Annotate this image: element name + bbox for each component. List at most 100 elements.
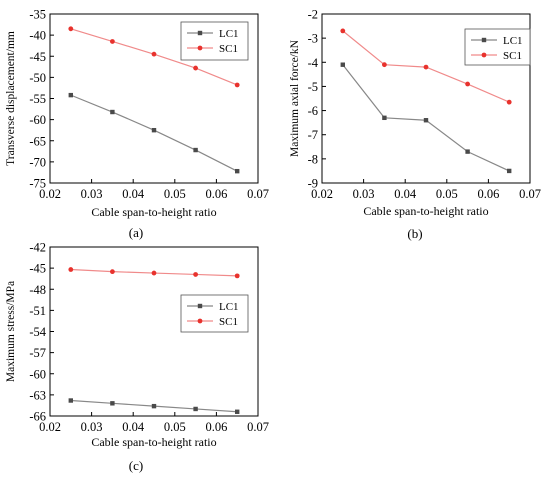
data-point-sc1 [68,26,74,32]
data-point-sc1 [234,82,240,88]
data-point-lc1 [382,115,387,121]
x-tick-label: 0.07 [247,187,269,201]
data-point-lc1 [423,118,429,123]
y-tick-label: -63 [29,388,46,402]
data-point-lc1 [235,409,240,414]
y-axis-label: Maximum axial force/kN [289,39,301,157]
data-point-lc1 [507,168,512,174]
legend-label-lc1: LC1 [219,28,239,40]
y-tick-label: -5 [308,80,318,94]
y-tick-label: -45 [29,50,46,64]
data-point-lc1 [68,92,73,98]
data-point-sc1 [110,269,115,275]
y-tick-label: -42 [29,241,46,255]
legend-label-sc1: SC1 [219,43,238,55]
x-axis-label: Cable span-to-height ratio [91,205,216,219]
panel-caption: (b) [407,226,422,241]
x-tick-label: 0.06 [205,187,227,201]
x-tick-label: 0.03 [353,187,375,201]
y-axis-label: Transverse displacement/mm [5,31,17,166]
plot-frame [321,13,531,184]
data-point-sc1 [68,267,74,272]
x-tick-label: 0.03 [81,187,103,201]
data-point-sc1 [193,65,199,71]
y-axis-label: Maximum stress/MPa [5,281,17,382]
chart-panel-c: 0.02 0.03 0.04 0.05 0.06 0.07 -42 -45 -48 -51 -54 -… [5,241,269,474]
y-tick-label: -60 [29,367,46,381]
y-tick-label: -60 [29,113,46,127]
legend-marker-lc1 [197,303,203,309]
legend-marker-sc1 [197,318,203,324]
x-tick-label: 0.07 [247,420,269,434]
x-tick-label: 0.02 [39,187,61,201]
chart-panel-b: 0.02 0.03 0.04 0.05 0.06 0.07 -2 -3 -4 -5 -6 -7 -8 -9… [289,8,541,242]
data-point-sc1 [151,270,157,276]
data-point-sc1 [110,39,115,44]
legend-marker-sc1 [197,45,203,51]
y-tick-label: -4 [308,56,319,70]
data-point-lc1 [151,403,157,409]
panel-caption: (a) [129,225,143,240]
legend-label-sc1: SC1 [219,316,238,328]
x-tick-label: 0.06 [477,187,499,201]
data-point-sc1 [506,99,512,105]
data-point-lc1 [110,109,115,115]
data-point-sc1 [423,64,429,70]
y-tick-label: -54 [29,325,46,339]
series-line-lc1 [70,94,238,172]
series-line-lc1 [342,64,510,172]
y-tick-label: -57 [29,346,46,360]
legend-box [180,21,249,61]
data-point-sc1 [193,272,199,277]
y-tick-label: -70 [29,155,46,169]
y-tick-label: -8 [308,152,318,166]
chart-panel-a: 0.02 0.03 0.04 0.05 0.06 0.07 -35 -40 -45 -50 -55 -… [5,8,269,241]
y-tick-label: -7 [308,128,318,142]
data-point-lc1 [193,147,198,153]
data-point-lc1 [235,168,240,174]
y-tick-label: -51 [29,304,46,318]
x-tick-label: 0.05 [164,420,186,434]
y-tick-label: -6 [308,104,318,118]
x-tick-label: 0.07 [519,187,541,201]
data-point-lc1 [340,62,345,67]
y-tick-label: -45 [29,262,46,276]
y-tick-label: -35 [29,8,46,22]
y-tick-label: -2 [308,8,318,22]
y-tick-label: -75 [29,177,46,191]
legend-label-lc1: LC1 [503,35,523,47]
data-point-sc1 [382,62,387,68]
legend-marker-lc1 [481,37,487,43]
x-axis-label: Cable span-to-height ratio [91,435,216,449]
x-tick-label: 0.04 [122,420,145,434]
x-tick-label: 0.02 [311,187,333,201]
legend-marker-lc1 [197,30,203,36]
x-tick-label: 0.04 [122,187,145,201]
data-point-sc1 [465,81,470,87]
data-point-lc1 [110,401,115,406]
y-tick-label: -50 [29,71,46,85]
x-tick-label: 0.04 [394,187,417,201]
y-tick-label: -40 [29,29,46,43]
data-point-lc1 [151,127,157,133]
y-tick-label: -65 [29,134,46,148]
x-tick-label: 0.02 [39,420,61,434]
y-tick-label: -9 [308,177,318,191]
y-tick-label: -55 [29,92,46,106]
data-point-sc1 [340,28,346,34]
x-axis-label: Cable span-to-height ratio [363,204,488,218]
legend-box [464,28,531,66]
panel-caption: (c) [129,458,143,473]
y-tick-label: -3 [308,32,318,46]
legend-label-sc1: SC1 [503,50,522,62]
data-point-sc1 [151,51,157,57]
x-tick-label: 0.03 [81,420,103,434]
x-tick-label: 0.05 [164,187,186,201]
x-tick-label: 0.06 [205,420,227,434]
x-tick-label: 0.05 [436,187,458,201]
data-point-lc1 [193,406,198,412]
legend-marker-sc1 [481,52,487,58]
